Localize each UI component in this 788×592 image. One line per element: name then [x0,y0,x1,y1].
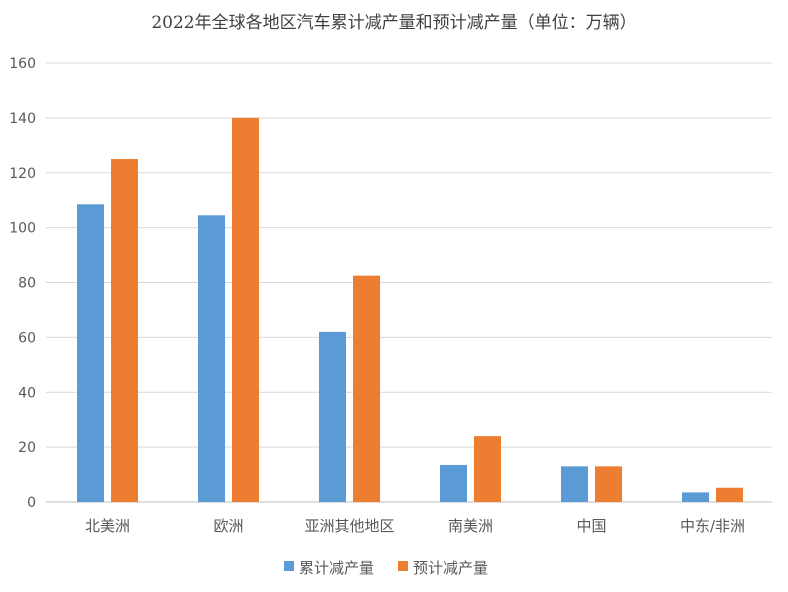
y-tick-label: 140 [9,111,36,127]
x-axis-categories: 北美洲 欧洲 亚洲其他地区 南美洲 中国 中东/非洲 [85,517,745,535]
bar-cumulative [77,204,104,502]
y-tick-label: 80 [18,276,36,292]
x-category-label: 欧洲 [213,517,243,535]
legend-label: 预计减产量 [413,559,488,577]
gridlines [46,62,772,503]
bar-cumulative [198,215,225,502]
bar-cumulative [319,331,346,502]
x-category-label: 北美洲 [85,517,130,535]
bar-projected [474,436,501,502]
y-tick-label: 120 [9,166,36,182]
x-category-label: 中国 [576,517,606,535]
y-tick-label: 20 [18,440,36,456]
y-tick-label: 160 [9,56,36,72]
bars [77,117,743,502]
bar-projected [353,275,380,502]
legend-swatch [284,561,294,571]
bar-cumulative [440,464,467,502]
y-tick-label: 100 [9,221,36,237]
x-category-label: 中东/非洲 [680,517,745,535]
bar-projected [595,466,622,502]
x-category-label: 亚洲其他地区 [304,517,394,535]
bar-projected [232,117,259,502]
legend-swatch [398,561,408,571]
y-tick-label: 0 [27,495,36,511]
y-axis-ticks: 0 20 40 60 80 100 120 140 160 [9,56,36,511]
bar-projected [716,487,743,502]
legend-label: 累计减产量 [299,559,374,577]
x-category-label: 南美洲 [448,517,493,535]
chart-title: 2022年全球各地区汽车累计减产量和预计减产量（单位：万辆） [151,13,637,33]
bar-cumulative [561,466,588,502]
legend: 累计减产量 预计减产量 [284,559,488,577]
bar-cumulative [682,492,709,502]
y-tick-label: 60 [18,330,36,346]
bar-projected [111,159,138,502]
y-tick-label: 40 [18,385,36,401]
